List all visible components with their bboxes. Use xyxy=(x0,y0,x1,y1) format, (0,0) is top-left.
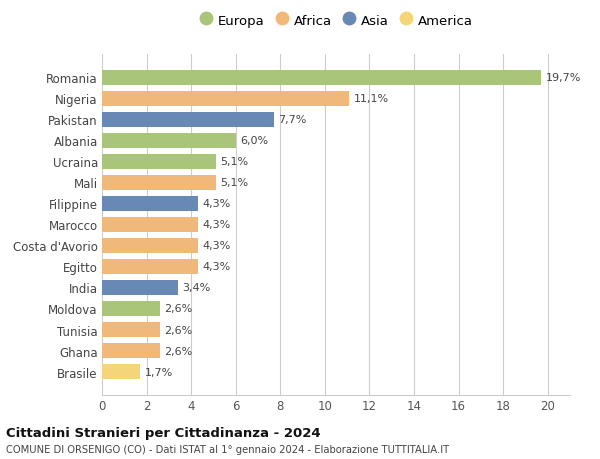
Bar xyxy=(102,322,160,337)
Bar xyxy=(102,175,215,190)
Bar xyxy=(102,134,236,149)
Text: 1,7%: 1,7% xyxy=(145,367,173,377)
Text: 5,1%: 5,1% xyxy=(220,178,248,188)
Bar xyxy=(102,259,198,274)
Text: 4,3%: 4,3% xyxy=(202,220,230,230)
Text: 3,4%: 3,4% xyxy=(182,283,211,293)
Bar xyxy=(102,364,140,379)
Text: 2,6%: 2,6% xyxy=(164,325,193,335)
Legend: Europa, Africa, Asia, America: Europa, Africa, Asia, America xyxy=(199,14,473,28)
Text: 2,6%: 2,6% xyxy=(164,346,193,356)
Bar xyxy=(102,91,349,106)
Bar xyxy=(102,112,274,128)
Bar xyxy=(102,238,198,253)
Bar xyxy=(102,343,160,358)
Text: 11,1%: 11,1% xyxy=(354,94,389,104)
Bar xyxy=(102,301,160,316)
Text: 2,6%: 2,6% xyxy=(164,304,193,314)
Bar xyxy=(102,196,198,212)
Bar xyxy=(102,218,198,232)
Text: 5,1%: 5,1% xyxy=(220,157,248,167)
Text: COMUNE DI ORSENIGO (CO) - Dati ISTAT al 1° gennaio 2024 - Elaborazione TUTTITALI: COMUNE DI ORSENIGO (CO) - Dati ISTAT al … xyxy=(6,444,449,454)
Bar xyxy=(102,71,541,86)
Text: 4,3%: 4,3% xyxy=(202,262,230,272)
Text: 7,7%: 7,7% xyxy=(278,115,307,125)
Bar xyxy=(102,280,178,296)
Text: 19,7%: 19,7% xyxy=(545,73,581,83)
Text: Cittadini Stranieri per Cittadinanza - 2024: Cittadini Stranieri per Cittadinanza - 2… xyxy=(6,426,320,439)
Text: 4,3%: 4,3% xyxy=(202,199,230,209)
Bar xyxy=(102,154,215,169)
Text: 6,0%: 6,0% xyxy=(240,136,268,146)
Text: 4,3%: 4,3% xyxy=(202,241,230,251)
